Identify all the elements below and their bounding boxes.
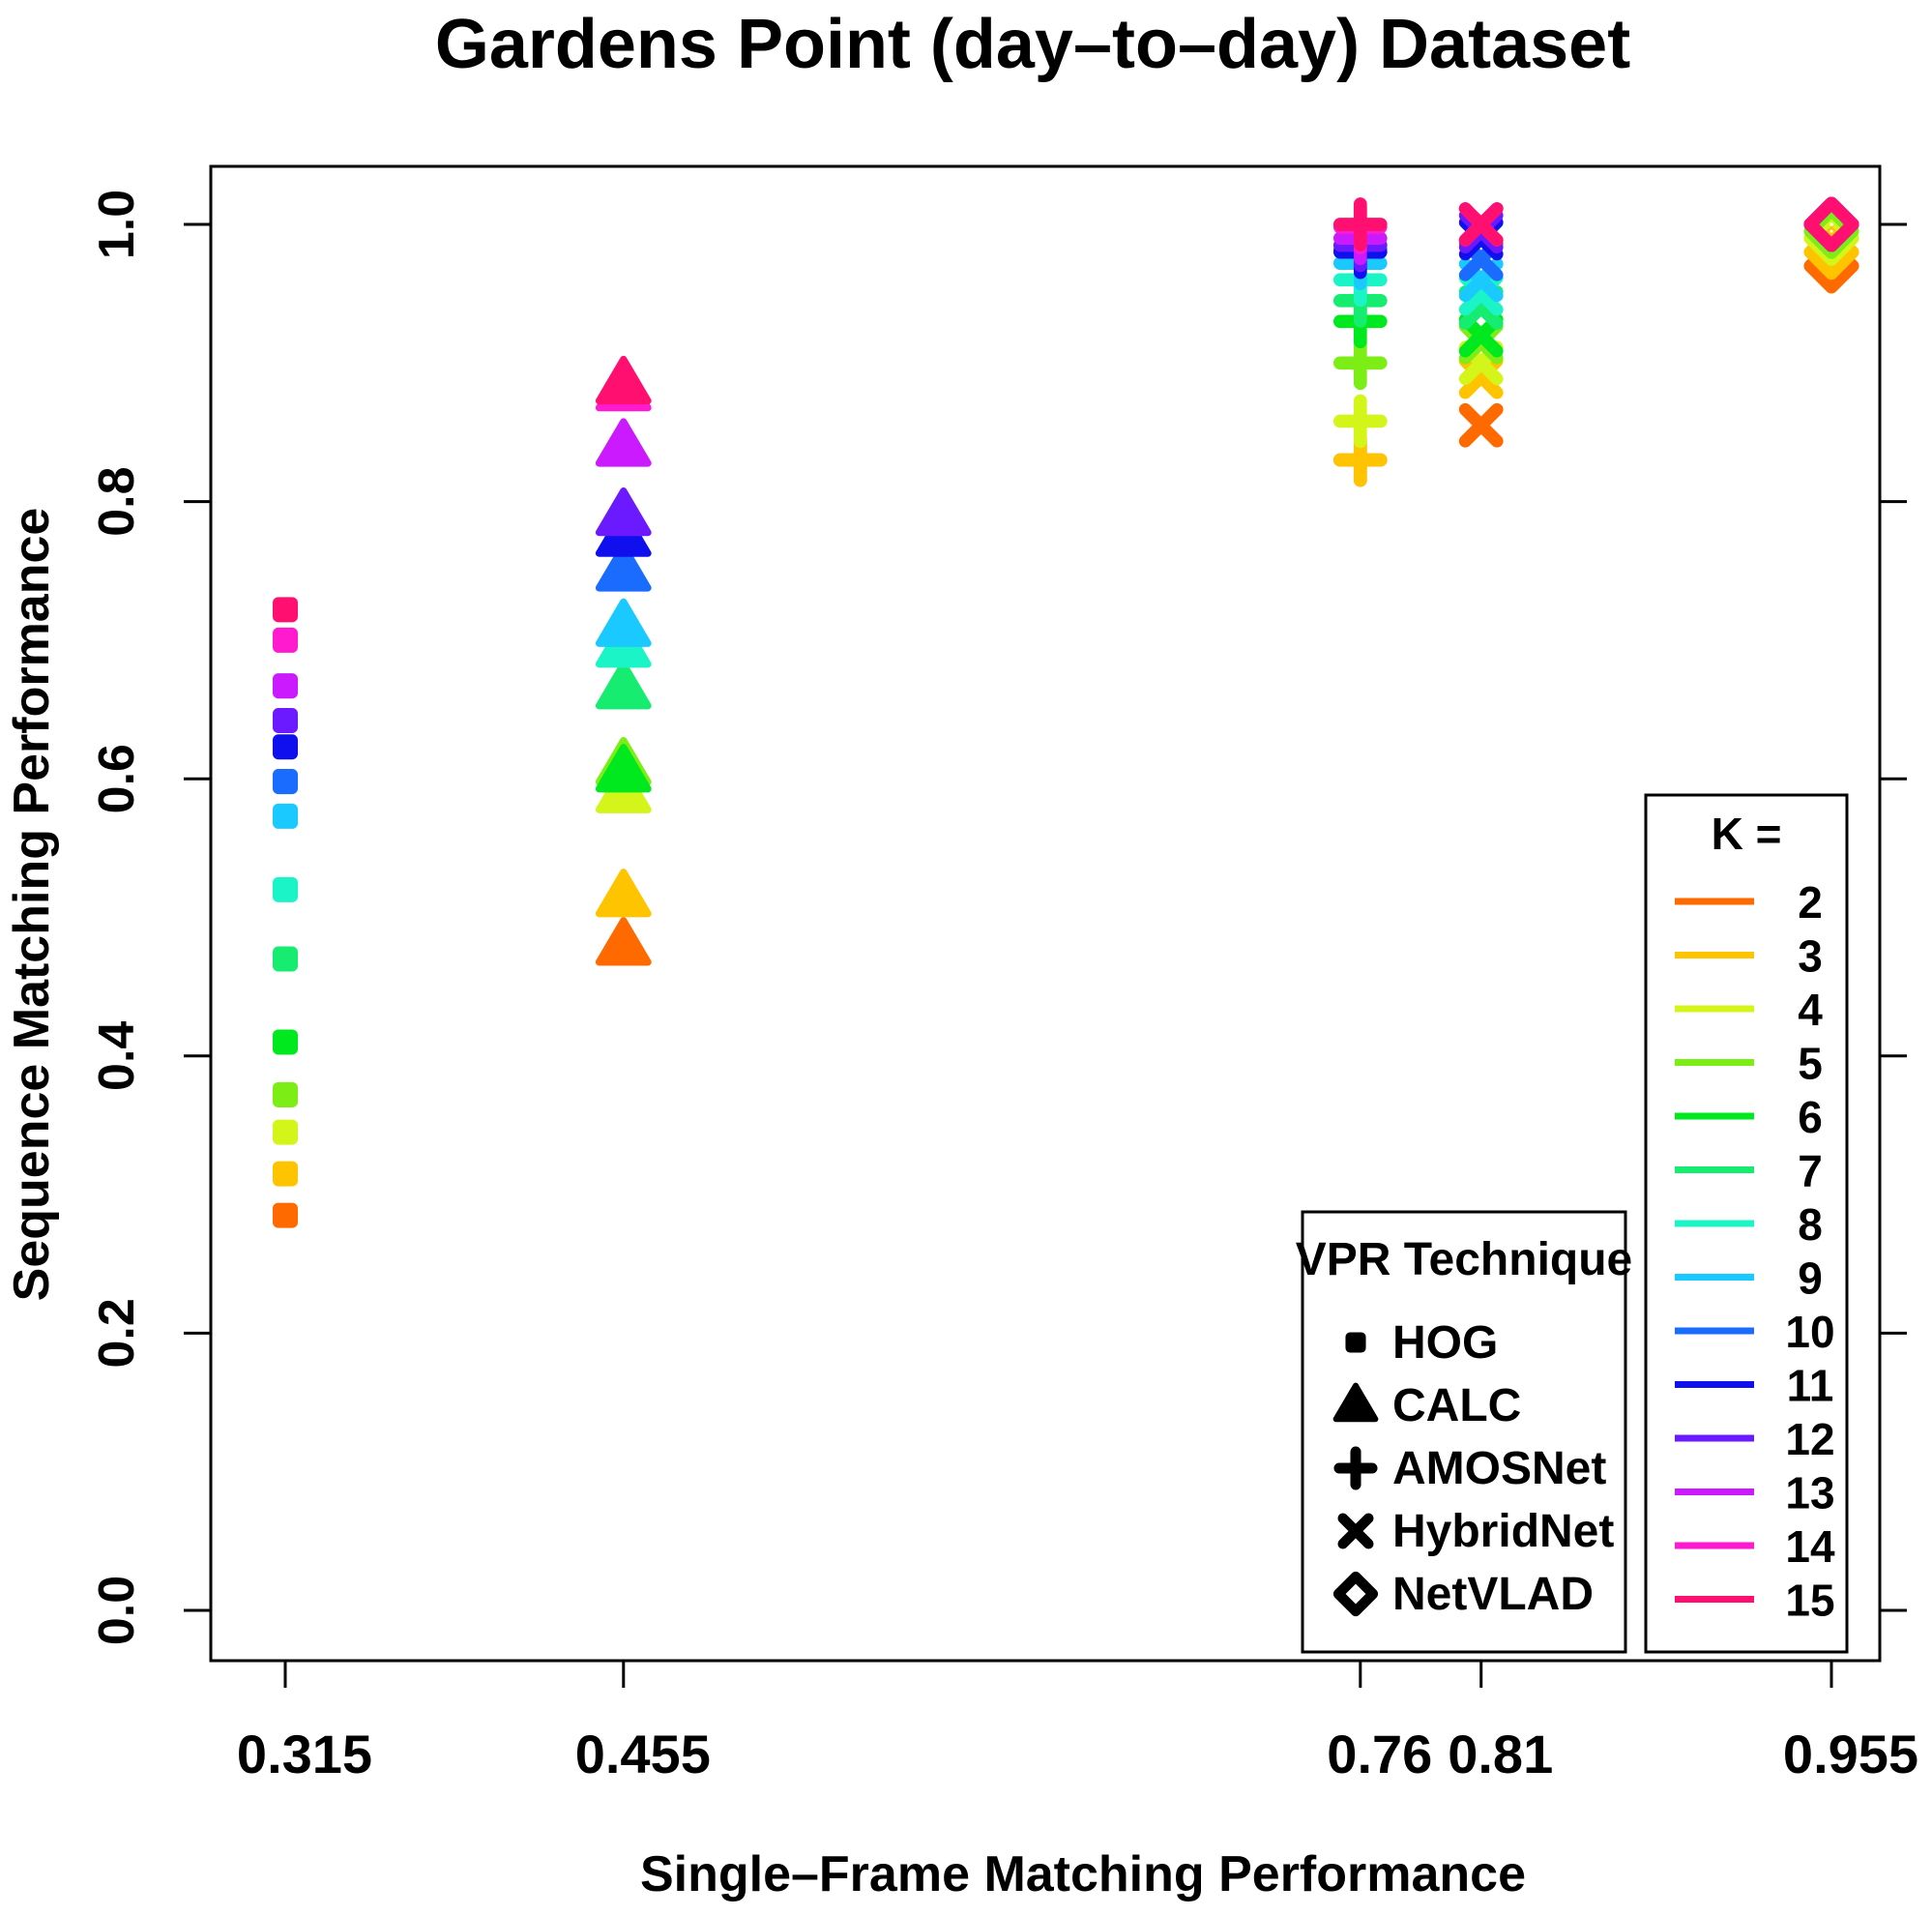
point-calc-k3: [595, 869, 652, 918]
technique-legend-label: HybridNet: [1392, 1506, 1614, 1557]
point-amosnet-k15: [1332, 197, 1388, 251]
technique-legend: VPR Technique HOG CALC AMOSNet HybridNet Net…: [1296, 1210, 1633, 1654]
point-hog-k14: [272, 627, 299, 653]
point-hog-k12: [272, 707, 299, 734]
y-tick-label: 1.0: [89, 190, 145, 259]
technique-legend-label: HOG: [1392, 1317, 1498, 1369]
data-points: [272, 196, 1859, 1228]
technique-legend-label: NetVLAD: [1392, 1569, 1594, 1620]
k-legend-label: 4: [1798, 985, 1823, 1035]
point-calc-k13: [595, 418, 652, 467]
point-calc-k15: [595, 355, 652, 405]
point-hog-k8: [272, 876, 299, 902]
point-hog-k2: [272, 1202, 299, 1228]
point-calc-k12: [595, 487, 652, 537]
y-tick-label: 0.4: [89, 1021, 145, 1091]
technique-legend-label: AMOSNet: [1392, 1443, 1606, 1494]
k-legend-label: 5: [1798, 1039, 1823, 1089]
plot-area: [209, 164, 1882, 1663]
y-tick-label: 0.6: [89, 744, 145, 813]
point-hog-k3: [272, 1161, 299, 1187]
point-calc-k6: [595, 744, 652, 793]
k-legend-label: 2: [1798, 877, 1823, 928]
k-legend-label: 13: [1785, 1468, 1834, 1518]
technique-legend-title: VPR Technique: [1296, 1234, 1633, 1285]
point-hog-k13: [272, 673, 299, 699]
y-axis-label: Sequence Matching Performance: [4, 508, 60, 1302]
k-legend-label: 15: [1785, 1576, 1834, 1626]
k-legend-title: K =: [1712, 809, 1782, 859]
k-legend-label: 14: [1785, 1521, 1835, 1572]
legend-plus-icon: [1333, 1446, 1378, 1490]
legend-cross-icon: [1337, 1513, 1374, 1549]
k-legend-label: 12: [1785, 1414, 1834, 1464]
technique-legend-box: [1301, 1210, 1627, 1654]
point-amosnet-k4: [1332, 394, 1388, 449]
technique-legend-label: CALC: [1392, 1380, 1521, 1431]
point-hog-k5: [272, 1081, 299, 1107]
x-tick-label: 0.315: [237, 1724, 372, 1784]
legend-square-icon: [1345, 1332, 1366, 1353]
point-calc-k2: [595, 917, 652, 966]
point-calc-k7: [595, 661, 652, 710]
y-tick-label: 0.0: [89, 1576, 145, 1645]
point-hybridnet-k2: [1458, 402, 1504, 448]
x-tick-label: 0.455: [575, 1724, 711, 1784]
k-legend-label: 10: [1785, 1307, 1834, 1357]
x-axis: 0.315 0.455 0.76 0.81 0.955: [237, 1661, 1918, 1784]
point-hog-k6: [272, 1029, 299, 1055]
k-legend-label: 9: [1798, 1253, 1823, 1304]
point-hog-k11: [272, 734, 299, 760]
k-legend-label: 11: [1787, 1361, 1834, 1411]
point-hog-k7: [272, 946, 299, 972]
point-hog-k15: [272, 597, 299, 623]
k-legend-label: 3: [1798, 931, 1823, 982]
k-legend-label: 8: [1798, 1199, 1823, 1250]
x-tick-label: 0.81: [1448, 1724, 1553, 1784]
x-axis-label: Single–Frame Matching Performance: [640, 1846, 1526, 1902]
point-hog-k9: [272, 803, 299, 829]
x-tick-label: 0.955: [1783, 1724, 1918, 1784]
k-legend-label: 6: [1798, 1092, 1823, 1142]
k-legend-label: 7: [1798, 1146, 1823, 1196]
legend-triangle-icon: [1332, 1382, 1379, 1423]
point-hog-k10: [272, 769, 299, 795]
point-hybridnet-k15: [1458, 202, 1504, 247]
y-tick-label: 0.2: [89, 1298, 145, 1368]
point-calc-k9: [595, 598, 652, 647]
x-tick-label: 0.76: [1327, 1724, 1432, 1784]
point-amosnet-k5: [1332, 336, 1388, 391]
y-tick-label: 0.8: [89, 466, 145, 536]
point-calc-k10: [595, 543, 652, 592]
point-hog-k4: [272, 1119, 299, 1145]
point-netvlad-k15: [1803, 196, 1859, 252]
legend-diamond-icon: [1332, 1571, 1379, 1617]
chart-title: Gardens Point (day–to–day) Dataset: [435, 6, 1630, 83]
y-axis: 0.0 0.2 0.4 0.6 0.8 1.0: [89, 190, 1907, 1645]
